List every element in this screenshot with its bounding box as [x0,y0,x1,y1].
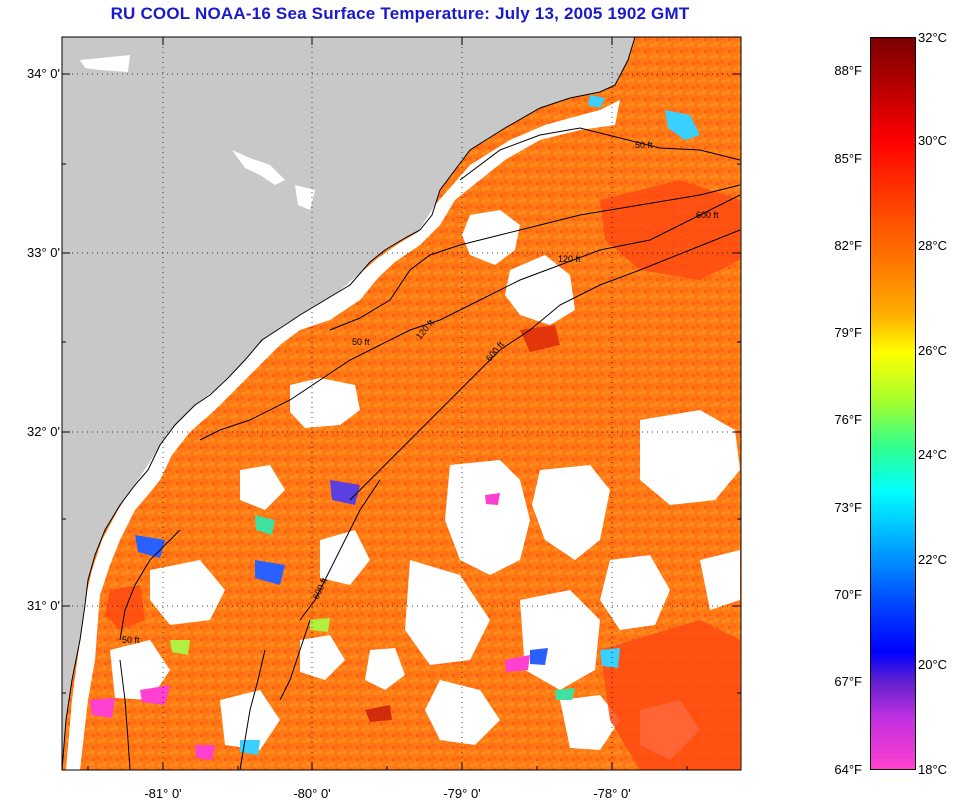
cloud-patches [110,210,740,760]
colorbar-f-85: 85°F [834,151,862,166]
colorbar-c-20: 20°C [918,657,948,672]
colorbar-c-24: 24°C [918,447,948,462]
colorbar-f-67: 67°F [834,674,862,689]
lon-label-78: -78° 0' [593,786,631,801]
colorbar-f-70: 70°F [834,587,862,602]
lat-label-33: 33° 0' [27,245,60,260]
map-frame [61,36,742,771]
coastal-cloud-band [66,100,620,770]
lon-label-81: -81° 0' [144,786,182,801]
colorbar-f-64: 64°F [834,762,862,777]
contour-label-600: 600 ft [696,210,719,220]
axis-ticks [62,37,741,770]
colorbar-c-18: 18°C [918,762,948,777]
isobath-contours [119,127,741,770]
lat-label-32: 32° 0' [27,424,60,439]
svg-text:50 ft: 50 ft [352,337,370,347]
colorbar-c-26: 26°C [918,343,948,358]
colorbar-f-88: 88°F [834,63,862,78]
contour-label-50: 50 ft [635,140,653,150]
svg-text:50 ft: 50 ft [122,635,140,645]
lat-label-31: 31° 0' [27,598,60,613]
lat-label-34: 34° 0' [27,66,60,81]
colorbar-c-30: 30°C [918,133,948,148]
cool-patches [90,95,700,760]
colorbar-c-28: 28°C [918,238,948,253]
sst-colorbar [870,37,916,770]
map-title: RU COOL NOAA-16 Sea Surface Temperature:… [110,4,690,23]
land-mass [62,37,635,770]
colorbar-c-32: 32°C [918,30,948,45]
colorbar-f-79: 79°F [834,325,862,340]
colorbar-f-76: 76°F [834,412,862,427]
contour-label-120: 120 ft [558,254,581,264]
colorbar-f-82: 82°F [834,238,862,253]
lon-label-80: -80° 0' [293,786,331,801]
colorbar-c-22: 22°C [918,552,948,567]
lat-lon-grid [62,37,741,770]
lon-label-79: -79° 0' [443,786,481,801]
colorbar-f-73: 73°F [834,500,862,515]
